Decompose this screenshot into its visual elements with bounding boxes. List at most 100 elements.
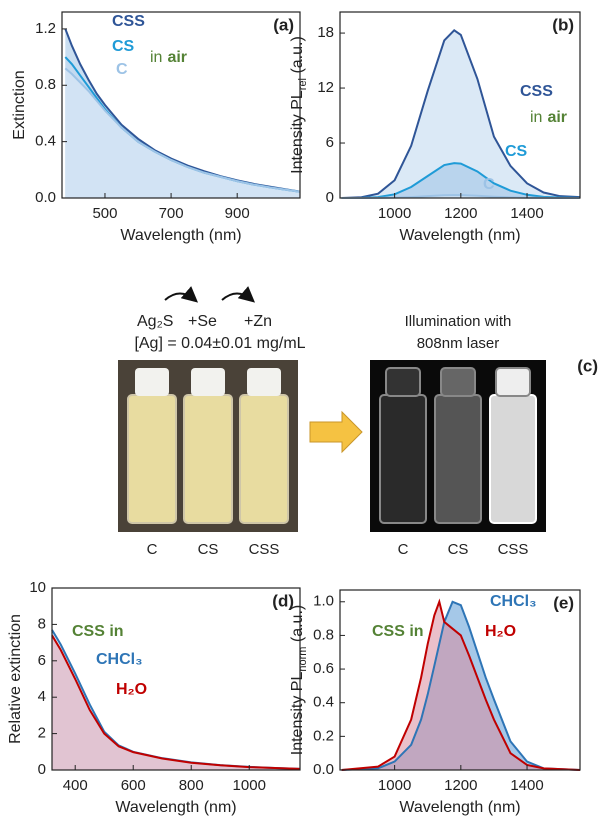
y-tick-label: 0.0	[35, 189, 56, 206]
vial-label: CS	[198, 541, 219, 558]
panel-label: (e)	[553, 593, 574, 612]
note-bold: air	[547, 109, 567, 126]
precursor: Ag₂S	[137, 313, 173, 330]
x-axis-label: Wavelength (nm)	[115, 799, 236, 816]
series-label: CS	[112, 38, 135, 55]
vial-label: CSS	[249, 541, 280, 558]
series-label: C	[116, 61, 128, 78]
y-tick-label: 0.4	[35, 133, 56, 150]
x-tick-label: 1000	[378, 205, 411, 222]
y-axis-label-text: Intensity PL	[289, 90, 306, 174]
y-axis-label-unit: (a.u.)	[289, 36, 306, 78]
x-tick-label: 900	[225, 205, 250, 222]
vial-label: CS	[448, 541, 469, 558]
series-label: CHCl₃	[96, 651, 143, 668]
series-label: C	[483, 176, 495, 193]
note: CSS in	[372, 623, 424, 640]
vial-label: C	[398, 541, 409, 558]
series-label: H₂O	[485, 623, 516, 640]
series-label: CSS	[520, 83, 553, 100]
y-tick-label: 6	[38, 652, 46, 669]
y-tick-label: 8	[38, 615, 46, 632]
y-tick-label: 18	[317, 24, 334, 41]
vials	[127, 394, 289, 524]
x-tick-label: 1400	[510, 777, 543, 794]
x-tick-label: 1400	[510, 205, 543, 222]
y-tick-label: 6	[326, 134, 334, 151]
y-axis-label-sub: norm	[297, 647, 309, 672]
y-tick-label: 1.2	[35, 20, 56, 37]
illumination: Illumination with	[405, 313, 512, 330]
x-tick-label: 700	[159, 205, 184, 222]
line	[341, 162, 581, 199]
area	[65, 68, 300, 198]
photo-panel: Ag₂S +Se +Zn [Ag] = 0.04±0.01 mg/mL Illu…	[118, 286, 598, 532]
vial-label: C	[147, 541, 158, 558]
x-tick-label: 1200	[444, 777, 477, 794]
y-axis-label: Intensity PLnorm (a.u.)	[289, 605, 309, 755]
y-tick-label: 0	[326, 189, 334, 206]
plot-frame	[61, 11, 301, 199]
panel-label: (b)	[552, 15, 574, 34]
panel-label: (d)	[272, 591, 294, 610]
note: in air	[530, 109, 567, 126]
panel-label: (a)	[273, 15, 294, 34]
y-axis-label-sub: rel	[297, 78, 309, 90]
x-tick-label: 1200	[444, 205, 477, 222]
area	[341, 30, 580, 199]
chart: CHCl₃ H₂O 0 2 4 6 8 10 400 600 800 1000 Wavelength (…	[7, 579, 301, 816]
line	[64, 67, 301, 193]
note-text: CSS in	[372, 623, 424, 640]
glowing-vials	[379, 367, 537, 524]
y-axis-label-unit: (a.u.)	[289, 605, 306, 647]
area	[52, 635, 300, 770]
series-label: H₂O	[116, 681, 147, 698]
y-axis-label: Extinction	[11, 70, 28, 139]
note: in air	[150, 49, 187, 66]
chart: CSS CS C 0 6 12 18 1000 1200 1400 Wavelength (nm) I…	[289, 11, 581, 244]
series-label: CHCl₃	[490, 593, 537, 610]
line	[341, 29, 581, 199]
caps	[135, 368, 281, 396]
y-axis-label-text: Extinction	[11, 70, 28, 139]
vial-label: CSS	[498, 541, 529, 558]
y-tick-label: 0.8	[35, 76, 56, 93]
arrow	[164, 286, 199, 303]
note-bold: air	[167, 49, 187, 66]
x-tick-label: 500	[92, 205, 117, 222]
area	[341, 601, 580, 770]
step-zn: +Zn	[244, 313, 272, 330]
y-tick-label: 10	[29, 579, 46, 596]
y-tick-label: 0.6	[313, 660, 334, 677]
concentration: [Ag] = 0.04±0.01 mg/mL	[134, 335, 305, 352]
line	[341, 600, 581, 771]
y-tick-label: 12	[317, 79, 334, 96]
x-axis-label: Wavelength (nm)	[120, 227, 241, 244]
y-tick-label: 0.4	[313, 694, 334, 711]
arrow	[309, 410, 363, 454]
x-tick-label: 600	[121, 777, 146, 794]
y-tick-label: 0.0	[313, 761, 334, 778]
x-tick-label: 1000	[378, 777, 411, 794]
plot-frame	[51, 587, 301, 771]
chart: CHCl₃ H₂O 0.0 0.2 0.4 0.6 0.8 1.0 1000 1200 1400 Wa…	[289, 589, 581, 816]
illumination: 808nm laser	[417, 335, 500, 352]
step-se: +Se	[188, 313, 217, 330]
x-axis-label: Wavelength (nm)	[399, 227, 520, 244]
y-tick-label: 2	[38, 725, 46, 742]
y-axis-label-text: Relative extinction	[7, 614, 24, 744]
note-text: CSS in	[72, 623, 124, 640]
series-label: CSS	[112, 13, 145, 30]
note-text: in	[530, 109, 542, 126]
line	[341, 598, 581, 771]
chart: CSS CS C 0.0 0.4 0.8 1.2 500 700 900 Wavelength (n…	[11, 11, 301, 244]
x-axis-label: Wavelength (nm)	[399, 799, 520, 816]
plot-frame	[339, 11, 581, 199]
y-axis-label-text: Intensity PL	[289, 672, 306, 756]
series-label: CS	[505, 143, 528, 160]
arrow	[221, 286, 256, 303]
note-text: in	[150, 49, 162, 66]
area	[341, 163, 580, 198]
